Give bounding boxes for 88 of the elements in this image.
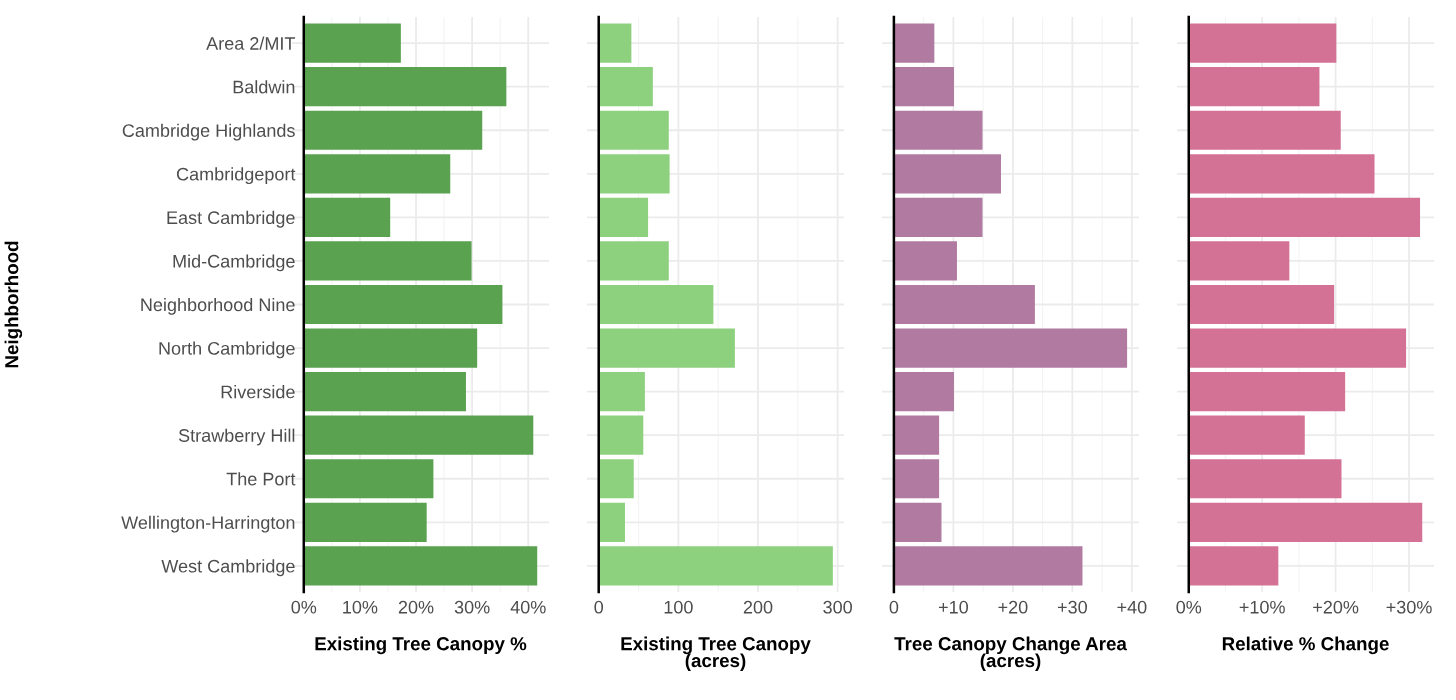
x-tick-label: 40%: [510, 600, 546, 614]
bar: [1188, 23, 1337, 63]
bar: [598, 154, 670, 194]
y-tick-label: Mid-Cambridge: [173, 254, 295, 272]
bar: [893, 23, 935, 63]
y-tick-label: West Cambridge: [161, 559, 295, 577]
x-tick-label: 0: [889, 600, 899, 614]
bar: [1188, 110, 1341, 150]
y-tick-label: Wellington-Harrington: [121, 515, 295, 533]
bar: [1188, 546, 1279, 586]
bar: [893, 241, 957, 281]
x-tick-label: 300: [823, 600, 852, 614]
bar: [893, 546, 1083, 586]
x-axis-title: Existing Tree Canopy (acres): [621, 636, 811, 671]
bar: [303, 328, 478, 368]
x-tick-label: 20%: [398, 600, 434, 614]
bar: [1188, 372, 1346, 412]
bar: [303, 546, 538, 586]
bar: [303, 154, 451, 194]
x-tick-label: +40: [1117, 600, 1147, 614]
bar: [1188, 284, 1335, 325]
bar: [893, 67, 954, 107]
bar: [598, 23, 632, 63]
bar: [303, 459, 434, 499]
bar: [598, 284, 714, 325]
bar: [1188, 415, 1305, 455]
bar: [303, 23, 401, 63]
x-axis-title: Relative % Change: [1222, 636, 1389, 655]
x-tick-label: 0%: [1176, 600, 1202, 614]
x-axis-title: Existing Tree Canopy %: [315, 636, 527, 655]
bar: [893, 328, 1128, 368]
bar: [598, 110, 669, 150]
y-tick-label: The Port: [226, 472, 296, 486]
y-tick-label: Baldwin: [233, 80, 295, 94]
bar: [598, 415, 644, 455]
y-tick-label: Riverside: [221, 385, 295, 399]
y-tick-label: Cambridge Highlands: [122, 123, 295, 141]
bar: [893, 372, 954, 412]
bar: [893, 154, 1001, 194]
x-tick-label: +30%: [1386, 600, 1432, 614]
bar: [303, 372, 466, 412]
bar: [893, 415, 940, 455]
bar: [893, 459, 940, 499]
bar: [893, 284, 1035, 325]
bar: [598, 546, 833, 586]
y-tick-label: Area 2/MIT: [206, 36, 296, 50]
bar: [1188, 502, 1423, 542]
x-axis-title: Tree Canopy Change Area (acres): [894, 636, 1127, 671]
bar: [303, 67, 507, 107]
y-tick-label: Cambridgeport: [176, 167, 296, 185]
bar: [598, 328, 735, 368]
bar: [1188, 197, 1421, 237]
bar: [598, 459, 634, 499]
bar: [303, 415, 534, 455]
bar: [303, 110, 483, 150]
x-tick-label: 100: [664, 600, 693, 614]
x-tick-label: 0%: [291, 600, 317, 614]
bar: [598, 197, 649, 237]
y-tick-label: Neighborhood Nine: [141, 297, 295, 315]
x-tick-label: 0: [594, 600, 604, 614]
x-tick-label: +20%: [1313, 600, 1359, 614]
x-tick-label: 10%: [343, 600, 378, 614]
x-tick-label: +20: [998, 600, 1028, 614]
bar: [893, 197, 983, 237]
bar: [1188, 459, 1342, 499]
bar: [1188, 241, 1290, 281]
bar: [303, 197, 391, 237]
y-axis-title: Neighborhood: [4, 241, 23, 368]
bar: [598, 372, 645, 412]
x-tick-label: +10: [938, 600, 968, 614]
bar: [893, 110, 983, 150]
bar: [893, 502, 942, 542]
bar: [1188, 328, 1407, 368]
bar: [303, 284, 503, 325]
y-tick-label: East Cambridge: [167, 210, 295, 228]
x-tick-label: +30: [1057, 600, 1087, 614]
x-tick-label: 30%: [454, 600, 490, 614]
bar: [1188, 67, 1320, 107]
y-tick-label: Strawberry Hill: [178, 428, 295, 446]
x-tick-label: 200: [743, 600, 773, 614]
x-tick-label: +10%: [1239, 600, 1285, 614]
bar: [598, 67, 653, 107]
bar: [1188, 154, 1375, 194]
bar: [303, 241, 472, 281]
y-tick-label: North Cambridge: [159, 341, 295, 359]
bar: [598, 502, 625, 542]
bar: [598, 241, 669, 281]
bar: [303, 502, 427, 542]
